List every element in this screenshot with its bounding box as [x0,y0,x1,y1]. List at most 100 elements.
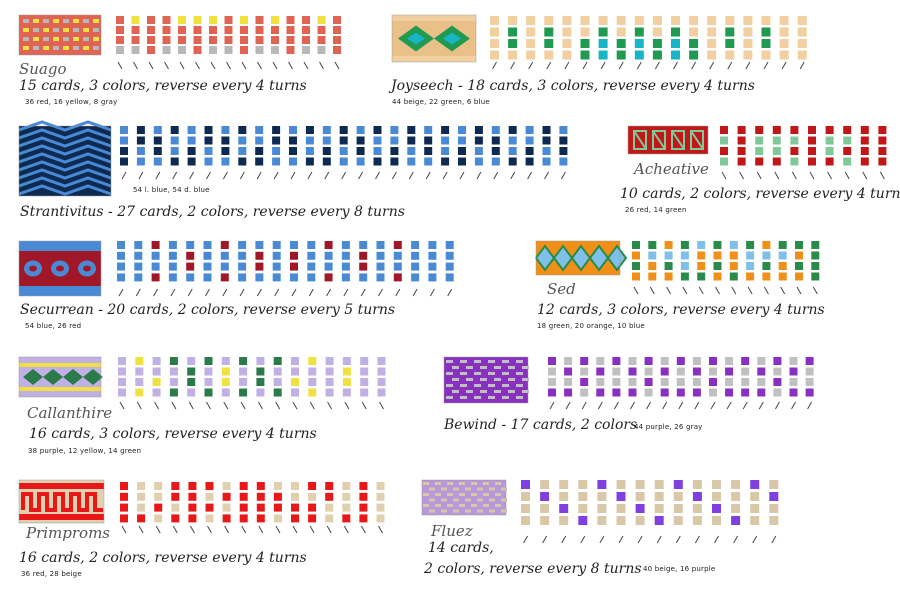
card-hole [544,39,554,48]
weave-cell [465,487,471,491]
threading-mark [745,61,751,70]
acheative-block [633,130,647,150]
fluez-swatch-border [421,479,507,516]
card-hole [474,136,483,145]
threading-mark [771,535,777,544]
weave-cell [474,360,481,363]
threading-mark [117,61,123,70]
card-hole [147,16,155,24]
weave-cell [446,372,453,375]
card-hole [135,388,144,397]
card-hole [634,50,644,60]
card-hole [273,492,282,501]
suago-swatch [18,14,102,56]
card-hole [692,388,701,397]
card-hole [342,514,351,523]
card-hole [689,16,699,25]
weave-cell [508,390,515,393]
card-hole [290,251,298,260]
threading-mark [240,401,246,410]
card-hole [597,492,607,501]
card-hole [441,136,450,145]
card-hole [757,357,766,365]
bewind-swatch-border [443,356,529,404]
suago-name: Suago [19,60,67,78]
weave-cell [508,366,515,369]
card-hole [490,16,499,25]
card-hole [491,136,500,145]
threading-mark [226,61,231,70]
weave-cell [501,498,507,502]
card-hole [491,147,500,155]
card-hole [878,157,887,166]
card-hole [390,147,399,155]
threading-mark [257,61,262,70]
primproms-border [19,514,104,520]
card-hole [324,262,333,271]
weave-cell [452,378,459,381]
weave-cell [93,28,99,32]
bewind-counts: 44 purple, 26 gray [634,423,703,431]
card-hole [720,136,728,145]
card-hole [458,157,466,166]
threading-mark [334,61,340,70]
card-hole [612,367,621,376]
card-hole [578,480,588,489]
threading-mark [879,171,885,180]
card-hole [256,388,265,397]
card-hole [193,36,202,44]
card-hole [769,492,779,501]
card-hole [578,516,588,525]
card-hole [273,482,282,490]
card-hole [289,157,297,166]
weave-cell [83,46,89,50]
card-hole [612,388,621,397]
card-hole [825,147,834,155]
sed-diamond [607,244,628,272]
threading-mark [360,525,366,534]
threading-mark [694,401,700,410]
callanthire-title: 16 cards, 3 colors, reverse every 4 turn… [29,426,317,442]
card-hole [445,273,454,282]
card-hole [654,504,664,513]
card-hole [741,357,750,365]
threading-mark [564,61,570,70]
fluez-pattern [421,479,779,544]
card-hole [204,157,213,166]
card-hole [825,157,834,166]
card-hole [548,378,556,386]
card-hole [632,272,640,281]
card-hole [134,251,143,260]
card-hole [789,367,798,376]
card-hole [308,357,317,365]
card-hole [168,251,177,260]
card-hole [689,39,699,48]
chevron-line [18,128,112,140]
card-hole [153,136,162,145]
card-hole [441,147,450,155]
threading-mark [222,171,228,180]
card-hole [773,378,782,386]
weave-cell [23,46,29,50]
card-hole [578,492,588,501]
card-hole [762,251,771,260]
card-hole [317,46,326,54]
weave-cell [471,504,477,507]
card-hole [255,273,264,282]
weave-cell [465,509,471,513]
weave-cell [477,509,483,513]
threading-mark [327,401,333,410]
threading-mark [207,525,212,534]
card-hole [548,388,556,397]
card-hole [238,157,247,166]
card-hole [325,503,334,512]
threading-mark [796,286,802,295]
threading-mark [630,401,635,410]
card-hole [808,157,816,166]
card-hole [220,241,229,249]
card-hole [762,241,771,249]
threading-mark [155,171,161,180]
card-hole [526,27,536,37]
card-hole [755,136,764,145]
weave-cell [53,28,59,32]
